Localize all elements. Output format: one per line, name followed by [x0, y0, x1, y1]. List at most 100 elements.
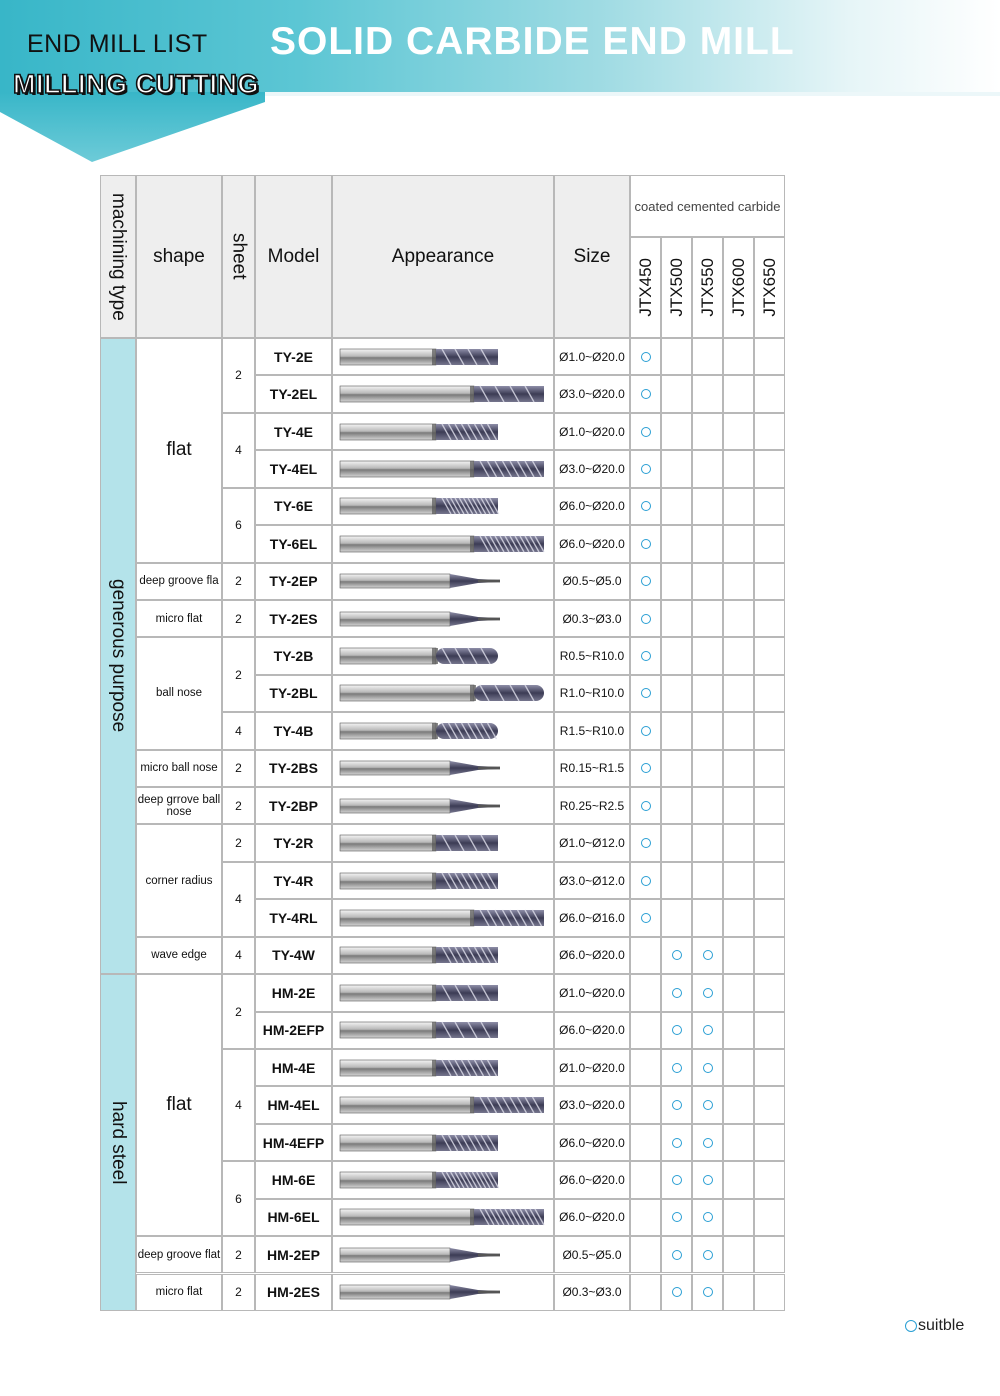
grade-cell: [754, 1198, 785, 1237]
grade-cell: [723, 749, 754, 788]
grade-cell: [723, 899, 754, 937]
model-cell: TY-6EL: [255, 525, 332, 563]
grade-cell: [630, 412, 661, 451]
grade-cell: [754, 599, 785, 638]
grade-cell: [723, 338, 754, 376]
appearance-cell: [332, 749, 554, 788]
shape-cell: micro flat: [136, 599, 222, 638]
grade-cell: [630, 899, 661, 937]
grade-cell: [754, 637, 785, 675]
appearance-cell: [332, 899, 554, 937]
grade-cell: [723, 936, 754, 975]
legend: suitble: [905, 1317, 964, 1335]
sheet-cell: 2: [222, 787, 255, 825]
milling-cutting-title: MILLING CUTTING: [12, 68, 259, 100]
grade-cell: [630, 338, 661, 376]
size-range: Ø6.0~Ø20.0: [559, 1023, 625, 1038]
model-cell: TY-2BS: [255, 749, 332, 788]
grade-cell: [754, 974, 785, 1012]
size-cell: Ø3.0~Ø20.0: [554, 1086, 630, 1124]
sheet-cell: 4: [222, 861, 255, 937]
model-cell: HM-6EL: [255, 1198, 332, 1237]
short-4-flute-end-mill-icon: [338, 1058, 548, 1078]
model-cell: HM-2EP: [255, 1236, 332, 1274]
grade-cell: [692, 712, 723, 750]
model-name: TY-6EL: [269, 535, 318, 552]
size-cell: Ø0.5~Ø5.0: [554, 562, 630, 600]
grade-cell: [754, 936, 785, 975]
long-4-flute-end-mill-icon: [338, 459, 548, 479]
grade-cell: [692, 1048, 723, 1087]
model-name: HM-2EFP: [262, 1022, 325, 1039]
grade-cell: [692, 338, 723, 376]
short-6-flute-end-mill-icon: [338, 496, 548, 516]
grade-cell: [754, 412, 785, 451]
sheet-count: 2: [235, 368, 242, 383]
legend-label: suitble: [918, 1317, 965, 1334]
grade-cell: [723, 487, 754, 526]
short-6-flute-end-mill-icon: [338, 1170, 548, 1190]
model-cell: HM-6E: [255, 1161, 332, 1199]
appearance-cell: [332, 1048, 554, 1087]
model-cell: TY-4E: [255, 412, 332, 451]
sheet-cell: 2: [222, 1273, 255, 1311]
model-name: TY-2EP: [269, 573, 318, 590]
machining-type-label: generous purpose: [108, 579, 129, 733]
grade-cell: [661, 375, 692, 413]
grade-cell: [692, 749, 723, 788]
header-shape: shape: [136, 175, 222, 338]
model-cell: HM-2EFP: [255, 1011, 332, 1049]
machining-type-cell: hard steel: [100, 974, 136, 1311]
suitable-circle-icon: [671, 1287, 682, 1298]
shape-cell: micro ball nose: [136, 749, 222, 788]
size-range: Ø3.0~Ø20.0: [559, 387, 625, 402]
grade-cell: [661, 899, 692, 937]
sheet-cell: 2: [222, 974, 255, 1049]
size-cell: Ø0.5~Ø5.0: [554, 1236, 630, 1274]
machining-type-cell: generous purpose: [100, 338, 136, 975]
suitable-circle-icon: [671, 1025, 682, 1036]
grade-cell: [754, 1123, 785, 1162]
size-range: Ø3.0~Ø20.0: [559, 1098, 625, 1113]
grade-cell: [754, 1048, 785, 1087]
size-range: Ø6.0~Ø20.0: [559, 1135, 625, 1150]
header-coating-group: coated cemented carbide: [630, 175, 785, 237]
size-range: Ø6.0~Ø20.0: [559, 536, 625, 551]
suitable-circle-icon: [702, 1287, 713, 1298]
appearance-cell: [332, 637, 554, 675]
model-name: HM-2E: [271, 984, 316, 1001]
grade-cell: [692, 861, 723, 900]
model-name: TY-2ES: [269, 610, 318, 627]
grade-cell: [661, 936, 692, 975]
size-range: Ø0.3~Ø3.0: [562, 611, 622, 626]
model-name: HM-4EFP: [262, 1134, 325, 1151]
sheet-count: 2: [235, 798, 242, 813]
sheet-count: 6: [235, 518, 242, 533]
model-name: HM-6EL: [267, 1209, 320, 1226]
suitable-circle-icon: [640, 351, 651, 362]
end-mill-table: machining type shape sheet Model Appeara…: [100, 175, 785, 1311]
grade-cell: [630, 525, 661, 563]
grade-cell: [692, 525, 723, 563]
wave-edge-end-mill-icon: [338, 945, 548, 965]
shape-label: deep groove fla: [139, 575, 219, 588]
size-cell: Ø3.0~Ø20.0: [554, 375, 630, 413]
shape-cell: wave edge: [136, 936, 222, 975]
appearance-cell: [332, 824, 554, 862]
appearance-cell: [332, 974, 554, 1012]
short-2-flute-end-mill-icon: [338, 983, 548, 1003]
model-name: HM-6E: [271, 1171, 316, 1188]
grade-cell: [754, 712, 785, 750]
grade-cell: [723, 375, 754, 413]
sheet-cell: 6: [222, 1161, 255, 1237]
micro-end-mill-icon: [338, 609, 548, 629]
model-cell: TY-2R: [255, 824, 332, 862]
grade-cell: [723, 787, 754, 825]
sheet-count: 2: [235, 1285, 242, 1300]
model-cell: HM-2E: [255, 974, 332, 1012]
grade-cell: [661, 637, 692, 675]
grade-cell: [754, 375, 785, 413]
header-grade-jtx500: JTX500: [661, 237, 692, 338]
grade-cell: [630, 787, 661, 825]
model-cell: TY-2E: [255, 338, 332, 376]
